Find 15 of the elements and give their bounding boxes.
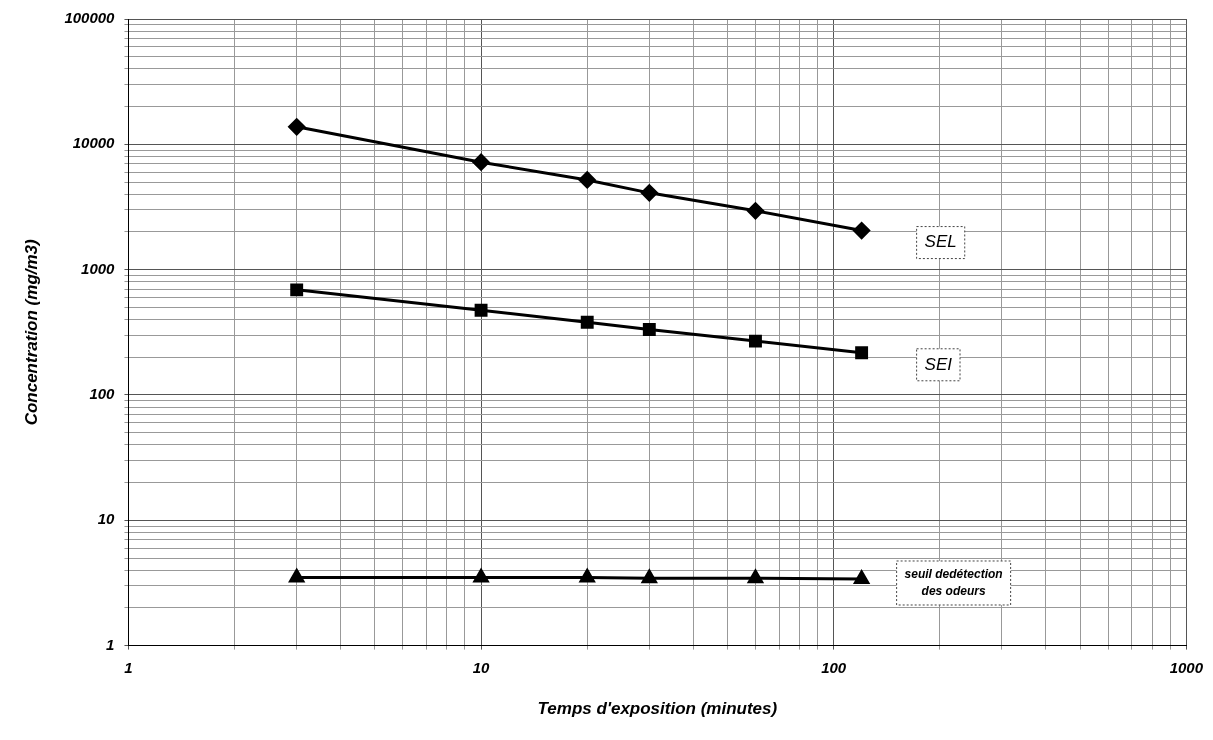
x-tick-label: 100 [821,658,847,676]
y-tick-label: 1000 [81,259,116,277]
y-tick-label: 100 [89,385,116,403]
y-axis-title: Concentration (mg/m3) [21,238,41,426]
text: seuil dedétection des odeurs [904,566,1003,598]
y-tick-label: 10000 [72,134,116,152]
text: SEL [924,232,957,252]
x-tick-label: 1000 [1169,658,1204,676]
y-tick-label: 10 [97,510,116,528]
x-tick-label: 10 [472,658,491,676]
x-tick-label: 1 [124,658,133,676]
x-axis-title: Temps d'exposition (minutes) [537,699,778,719]
text: SEI [924,354,953,374]
y-tick-label: 1 [106,635,115,653]
y-tick-label: 100000 [64,9,116,27]
